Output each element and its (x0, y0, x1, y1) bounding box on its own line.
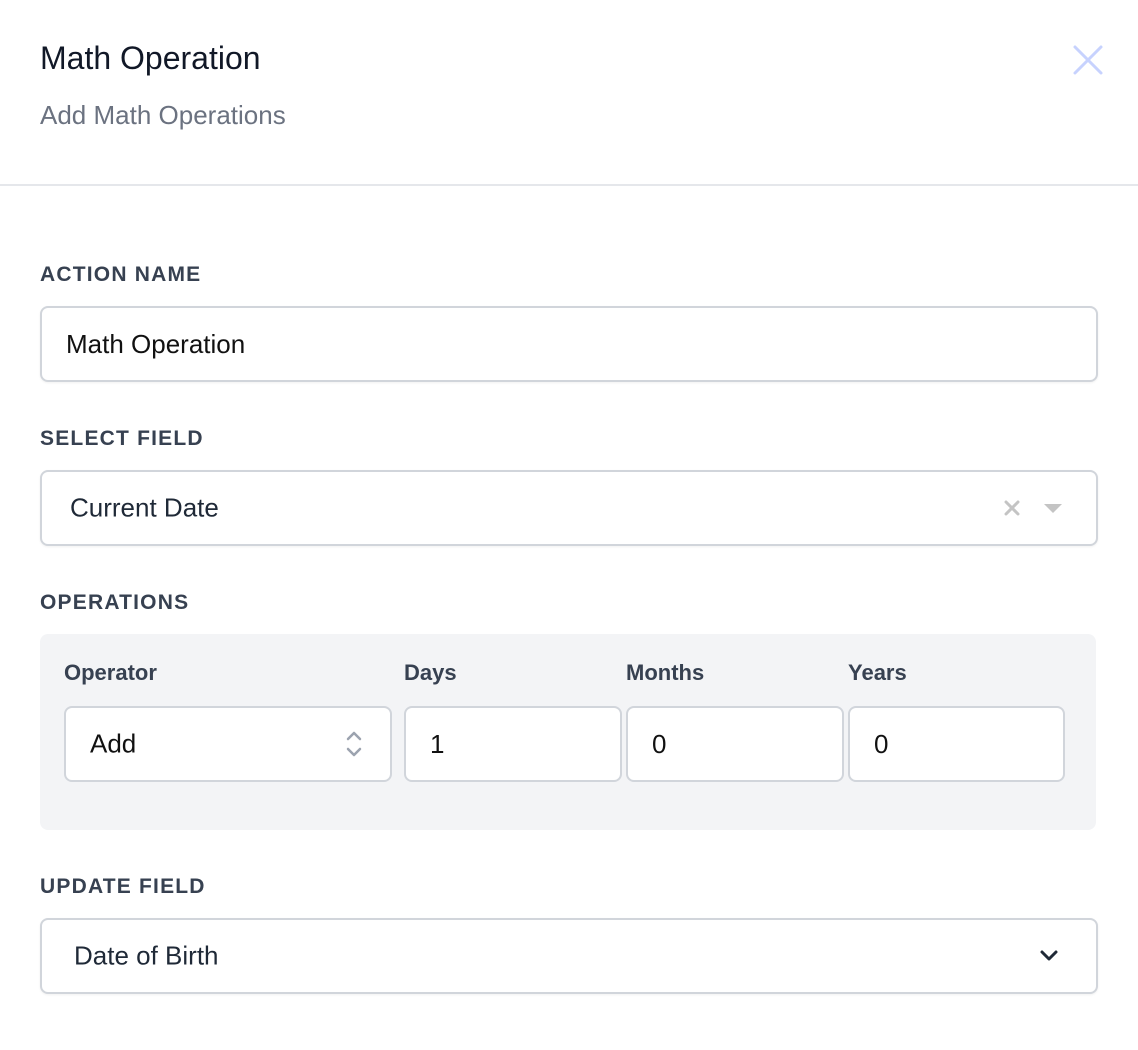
months-field[interactable] (626, 706, 844, 782)
operator-select[interactable]: Add (64, 706, 392, 782)
action-name-label: Action Name (40, 263, 202, 286)
operator-column-label: Operator (64, 660, 157, 685)
header-divider (0, 184, 1138, 186)
close-button[interactable] (1070, 42, 1106, 78)
years-field[interactable] (848, 706, 1065, 782)
select-field-value: Current Date (70, 492, 219, 523)
chevron-down-icon (1040, 950, 1058, 961)
months-input[interactable] (628, 708, 842, 780)
caret-down-icon[interactable] (1042, 502, 1064, 516)
years-input[interactable] (850, 708, 1063, 780)
select-field-dropdown[interactable]: Current Date (40, 470, 1098, 546)
action-name-field[interactable] (40, 306, 1098, 382)
months-column-label: Months (626, 660, 705, 685)
update-field-label: Update Field (40, 875, 206, 898)
action-name-input[interactable] (42, 308, 1096, 380)
clear-icon[interactable] (1002, 498, 1022, 518)
days-column-label: Days (404, 660, 457, 685)
days-input[interactable] (406, 708, 620, 780)
updown-chevron-icon (346, 731, 362, 757)
update-field-dropdown[interactable]: Date of Birth (40, 918, 1098, 994)
select-field-label: Select Field (40, 427, 204, 450)
days-field[interactable] (404, 706, 622, 782)
close-icon (1073, 45, 1103, 75)
panel-subtitle: Add Math Operations (40, 100, 286, 130)
panel-title: Math Operation (40, 40, 261, 76)
operations-label: Operations (40, 591, 190, 614)
update-field-value: Date of Birth (74, 940, 219, 971)
operator-value: Add (90, 728, 137, 759)
years-column-label: Years (848, 660, 907, 685)
